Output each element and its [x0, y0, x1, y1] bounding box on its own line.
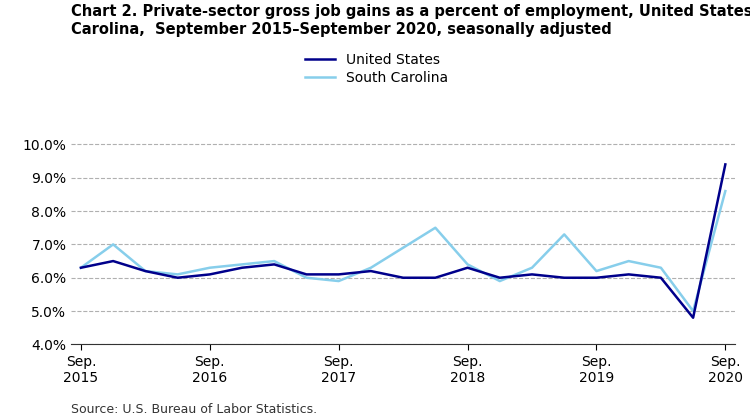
Text: Source: U.S. Bureau of Labor Statistics.: Source: U.S. Bureau of Labor Statistics. — [71, 403, 317, 416]
United States — [560, 275, 568, 280]
South Carolina — [463, 262, 472, 267]
Line: United States: United States — [81, 164, 725, 318]
South Carolina — [367, 265, 376, 270]
United States — [463, 265, 472, 270]
United States — [721, 162, 730, 167]
United States — [399, 275, 408, 280]
United States — [527, 272, 536, 277]
South Carolina — [592, 268, 601, 273]
United States — [270, 262, 279, 267]
United States — [367, 268, 376, 273]
Text: Chart 2. Private-sector gross job gains as a percent of employment, United State: Chart 2. Private-sector gross job gains … — [71, 4, 750, 37]
United States — [624, 272, 633, 277]
United States — [688, 315, 698, 320]
South Carolina — [399, 245, 408, 250]
South Carolina — [527, 265, 536, 270]
South Carolina — [206, 265, 214, 270]
United States — [238, 265, 247, 270]
United States — [334, 272, 344, 277]
United States — [206, 272, 214, 277]
South Carolina — [334, 278, 344, 284]
United States — [141, 268, 150, 273]
South Carolina — [656, 265, 665, 270]
Line: South Carolina: South Carolina — [81, 191, 725, 311]
South Carolina — [495, 278, 504, 284]
United States — [430, 275, 439, 280]
Legend: United States, South Carolina: United States, South Carolina — [304, 53, 448, 85]
South Carolina — [688, 309, 698, 314]
United States — [592, 275, 601, 280]
United States — [302, 272, 311, 277]
United States — [495, 275, 504, 280]
United States — [109, 259, 118, 264]
South Carolina — [560, 232, 568, 237]
United States — [173, 275, 182, 280]
United States — [656, 275, 665, 280]
South Carolina — [141, 268, 150, 273]
South Carolina — [109, 242, 118, 247]
South Carolina — [238, 262, 247, 267]
South Carolina — [430, 225, 439, 230]
South Carolina — [76, 265, 86, 270]
South Carolina — [302, 275, 311, 280]
South Carolina — [270, 259, 279, 264]
South Carolina — [721, 189, 730, 194]
United States — [76, 265, 86, 270]
South Carolina — [173, 272, 182, 277]
South Carolina — [624, 259, 633, 264]
